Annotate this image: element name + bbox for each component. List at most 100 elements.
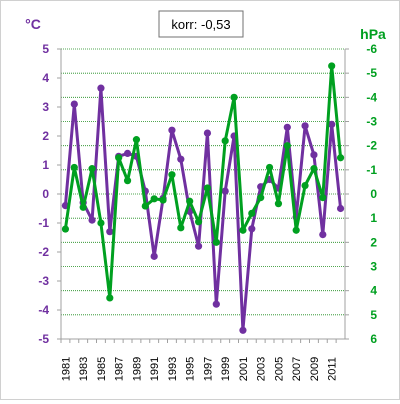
data-point-2 [310, 165, 318, 173]
data-point-1 [177, 155, 185, 163]
right-tick-label: 0 [370, 187, 377, 201]
left-tick-label: -2 [38, 245, 49, 259]
data-point-1 [248, 225, 256, 233]
data-point-2 [141, 202, 149, 210]
right-tick-label: -1 [366, 163, 377, 177]
data-point-2 [265, 163, 274, 172]
data-point-2 [274, 200, 283, 208]
left-axis-title: °C [25, 16, 41, 32]
x-tick-label: 1991 [149, 357, 161, 381]
left-tick-label: 1 [42, 158, 49, 172]
x-axis-ticks: 1981 1983 1985 1987 1989 1991 1993 1995 1997 1999… [60, 339, 339, 381]
data-point-2 [61, 225, 70, 233]
left-axis-ticks: -5 -4 -3 -2 -1 0 1 2 3 4 5 [38, 42, 61, 346]
data-point-1 [203, 129, 212, 137]
x-tick-label: 2003 [256, 357, 268, 381]
data-point-2 [248, 209, 256, 217]
data-point-2 [257, 194, 265, 202]
data-point-1 [328, 120, 336, 128]
x-tick-label: 2011 [327, 357, 339, 381]
x-tick-label: 2009 [309, 357, 321, 381]
left-tick-label: 0 [42, 187, 49, 201]
data-point-2 [168, 171, 176, 179]
data-point-2 [97, 219, 105, 227]
data-point-1 [70, 100, 78, 108]
data-point-1 [310, 151, 318, 159]
data-point-2 [319, 194, 327, 202]
data-point-2 [106, 294, 114, 302]
x-tick-label: 1999 [220, 357, 232, 381]
x-tick-label: 2001 [238, 357, 250, 381]
right-tick-label: 5 [370, 308, 377, 322]
data-point-2 [159, 196, 167, 204]
right-tick-label: -5 [366, 66, 377, 80]
left-tick-label: -4 [38, 303, 49, 317]
data-point-1 [212, 300, 220, 308]
right-axis-title: hPa [360, 26, 386, 42]
data-point-2 [301, 181, 309, 190]
data-point-1 [194, 242, 203, 250]
x-tick-label: 1989 [131, 357, 143, 381]
x-tick-label: 1995 [185, 357, 197, 381]
left-tick-label: 4 [42, 71, 49, 85]
right-axis-ticks: -6 -5 -4 -3 -2 -1 0 1 2 3 4 5 6 [345, 42, 377, 346]
right-tick-label: -4 [366, 90, 377, 104]
x-tick-label: 1993 [167, 357, 179, 381]
x-tick-label: 2005 [273, 357, 285, 381]
data-point-2 [212, 238, 220, 246]
data-point-2 [292, 226, 300, 234]
left-tick-label: -1 [38, 216, 49, 230]
correlation-box [158, 10, 244, 38]
left-tick-label: 3 [42, 100, 49, 114]
x-tick-label: 1981 [60, 357, 72, 381]
series-line-2 [63, 64, 343, 300]
data-point-1 [150, 252, 158, 260]
data-point-2 [123, 177, 132, 185]
left-tick-label: 2 [42, 129, 49, 143]
x-tick-label: 1983 [78, 357, 90, 381]
data-point-1 [123, 149, 132, 157]
data-point-1 [319, 231, 327, 239]
data-point-1 [168, 126, 176, 134]
data-point-2 [194, 218, 203, 226]
data-point-2 [283, 142, 291, 150]
data-point-2 [336, 154, 345, 162]
data-point-2 [230, 93, 238, 101]
data-point-2 [88, 165, 96, 173]
right-tick-label: 1 [370, 211, 377, 225]
data-point-1 [239, 326, 247, 334]
data-point-1 [336, 204, 345, 213]
data-point-2 [239, 226, 247, 234]
data-point-2 [186, 197, 194, 205]
data-point-2 [203, 184, 212, 192]
data-point-1 [88, 216, 96, 224]
left-tick-label: 5 [42, 42, 49, 56]
right-tick-label: 4 [370, 284, 377, 298]
x-tick-label: 1997 [202, 357, 214, 381]
data-point-2 [132, 136, 141, 144]
data-point-1 [97, 84, 105, 92]
data-point-2 [79, 203, 87, 211]
x-tick-label: 1985 [96, 357, 108, 381]
data-point-2 [328, 62, 336, 70]
right-tick-label: -6 [366, 42, 377, 56]
data-point-2 [115, 154, 123, 162]
right-tick-label: 2 [370, 235, 377, 249]
data-point-1 [283, 123, 291, 131]
right-tick-label: 6 [370, 332, 377, 346]
data-point-1 [221, 187, 229, 195]
left-tick-label: -5 [38, 332, 49, 346]
x-tick-label: 2007 [291, 357, 303, 381]
right-tick-label: -3 [366, 115, 377, 129]
correlation-label: korr: -0,53 [171, 17, 230, 32]
left-tick-label: -3 [38, 274, 49, 288]
data-point-2 [177, 224, 185, 232]
data-point-2 [70, 163, 78, 172]
data-point-1 [301, 122, 309, 130]
data-point-2 [150, 195, 158, 203]
right-tick-label: 3 [370, 260, 377, 274]
data-point-1 [106, 228, 114, 236]
x-tick-label: 1987 [114, 357, 126, 381]
